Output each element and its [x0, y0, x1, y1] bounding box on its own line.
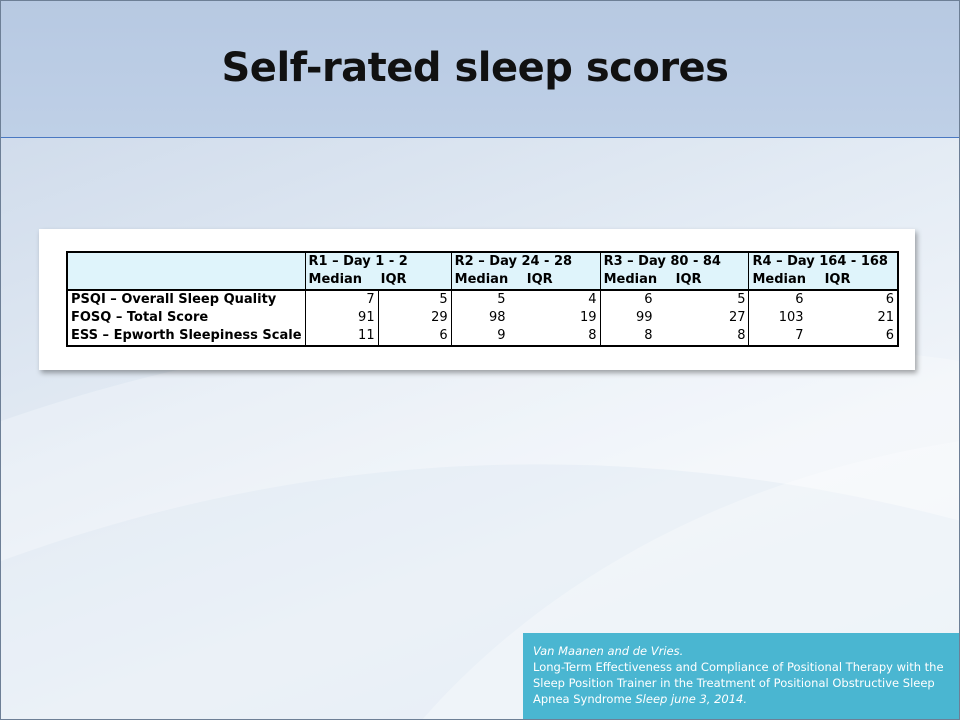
group-label: R4 – Day 164 - 168: [752, 254, 888, 269]
table-row: ESS – Epworth Sleepiness Scale 11 6 9 8 …: [65, 327, 900, 347]
row-label: ESS – Epworth Sleepiness Scale: [65, 327, 306, 347]
title-bar: Self-rated sleep scores: [1, 1, 959, 138]
header-group-r2: R2 – Day 24 - 28 Median IQR: [451, 251, 601, 291]
citation-title: Long-Term Effectiveness and Compliance o…: [533, 660, 944, 706]
citation-text: Long-Term Effectiveness and Compliance o…: [533, 659, 951, 707]
cell-r4-median: 7: [748, 327, 826, 347]
median-label: Median: [308, 272, 363, 287]
cell-r3-median: 99: [600, 309, 675, 327]
iqr-label: IQR: [675, 272, 702, 287]
cell-r2-median: 98: [451, 309, 528, 327]
cell-r4-iqr: 6: [825, 290, 900, 309]
cell-r3-iqr: 5: [674, 290, 750, 309]
cell-r4-iqr: 6: [825, 327, 900, 347]
header-group-r3: R3 – Day 80 - 84 Median IQR: [600, 251, 750, 291]
header-empty-cell: [65, 251, 306, 291]
cell-r3-median: 8: [600, 327, 675, 347]
cell-r2-median: 9: [451, 327, 528, 347]
cell-r3-iqr: 8: [674, 327, 750, 347]
iqr-label: IQR: [526, 272, 553, 287]
iqr-label: IQR: [824, 272, 851, 287]
group-label: R3 – Day 80 - 84: [603, 254, 721, 269]
cell-r1-median: 7: [305, 290, 379, 309]
cell-r4-median: 103: [748, 309, 826, 327]
cell-r2-median: 5: [451, 290, 528, 309]
table-row: FOSQ – Total Score 91 29 98 19 99 27 103…: [65, 309, 900, 327]
header-group-r4: R4 – Day 164 - 168 Median IQR: [748, 251, 900, 291]
row-label: FOSQ – Total Score: [65, 309, 306, 327]
cell-r2-iqr: 8: [527, 327, 601, 347]
group-label: R2 – Day 24 - 28: [454, 254, 573, 269]
citation-box: Van Maanen and de Vries. Long-Term Effec…: [523, 633, 959, 719]
group-label: R1 – Day 1 - 2: [308, 254, 408, 269]
citation-authors: Van Maanen and de Vries.: [533, 644, 684, 658]
table-row: PSQI – Overall Sleep Quality 7 5 5 4 6 5…: [65, 290, 900, 309]
median-label: Median: [454, 272, 509, 287]
table-card: R1 – Day 1 - 2 Median IQR R2 – Day 24 - 2…: [39, 229, 915, 370]
scores-table: R1 – Day 1 - 2 Median IQR R2 – Day 24 - 2…: [65, 251, 900, 347]
citation-journal: Sleep june 3, 2014.: [635, 692, 748, 706]
iqr-label: IQR: [380, 272, 407, 287]
cell-r1-iqr: 29: [378, 309, 452, 327]
slide-title: Self-rated sleep scores: [221, 45, 729, 91]
cell-r3-iqr: 27: [674, 309, 750, 327]
row-label: PSQI – Overall Sleep Quality: [65, 290, 306, 309]
cell-r1-median: 11: [305, 327, 379, 347]
cell-r4-iqr: 21: [825, 309, 900, 327]
cell-r3-median: 6: [600, 290, 675, 309]
cell-r2-iqr: 4: [527, 290, 601, 309]
cell-r1-iqr: 6: [378, 327, 452, 347]
median-label: Median: [752, 272, 807, 287]
cell-r2-iqr: 19: [527, 309, 601, 327]
header-group-r1: R1 – Day 1 - 2 Median IQR: [305, 251, 452, 291]
median-label: Median: [603, 272, 658, 287]
table-header-row: R1 – Day 1 - 2 Median IQR R2 – Day 24 - 2…: [65, 251, 900, 291]
cell-r1-median: 91: [305, 309, 379, 327]
cell-r4-median: 6: [748, 290, 826, 309]
cell-r1-iqr: 5: [378, 290, 452, 309]
